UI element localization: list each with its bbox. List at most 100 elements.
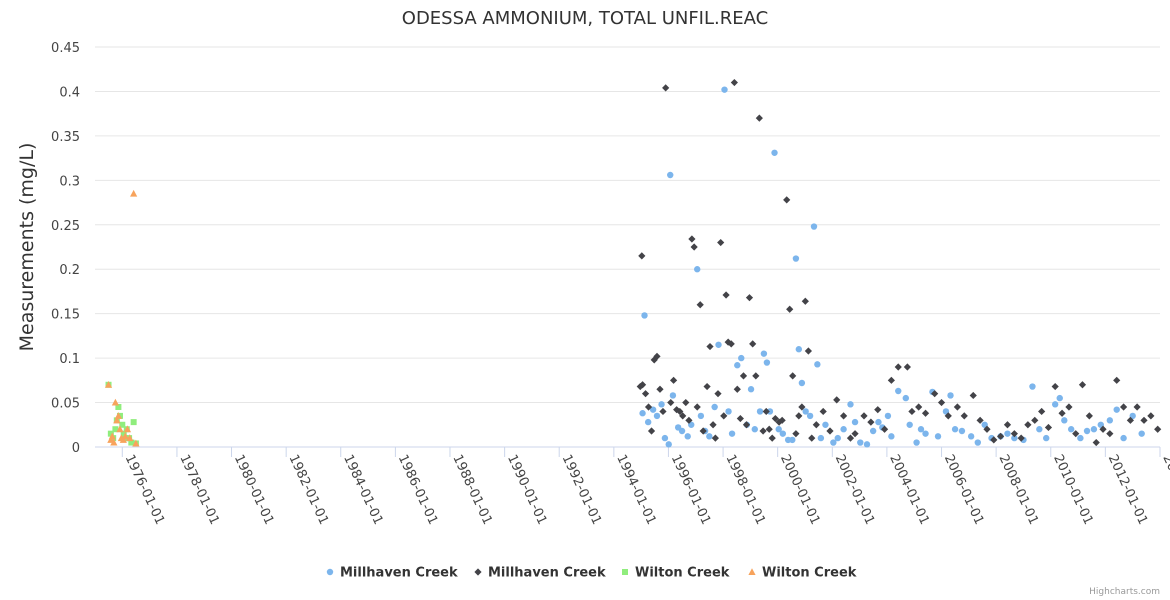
- data-point[interactable]: [990, 436, 998, 444]
- data-point[interactable]: [771, 149, 778, 156]
- data-point[interactable]: [722, 291, 730, 299]
- data-point[interactable]: [1154, 425, 1162, 433]
- data-point[interactable]: [1120, 434, 1127, 442]
- data-point[interactable]: [1044, 423, 1053, 432]
- data-point[interactable]: [110, 438, 118, 446]
- data-point[interactable]: [833, 396, 841, 404]
- legend-item[interactable]: Wilton Creek: [748, 566, 857, 581]
- data-point[interactable]: [1138, 430, 1145, 437]
- data-point[interactable]: [1036, 426, 1043, 433]
- data-point[interactable]: [937, 398, 946, 407]
- data-point[interactable]: [727, 340, 735, 348]
- data-point[interactable]: [768, 434, 776, 442]
- data-point[interactable]: [709, 421, 717, 429]
- legend-symbol[interactable]: [474, 568, 482, 576]
- data-point[interactable]: [763, 359, 771, 366]
- data-point[interactable]: [638, 381, 647, 389]
- data-point[interactable]: [656, 385, 664, 393]
- data-point[interactable]: [863, 441, 871, 448]
- data-point[interactable]: [801, 297, 809, 305]
- data-point[interactable]: [778, 416, 786, 424]
- data-point[interactable]: [944, 412, 952, 420]
- data-point[interactable]: [857, 439, 864, 446]
- data-point[interactable]: [846, 434, 855, 442]
- data-point[interactable]: [798, 403, 806, 411]
- data-point[interactable]: [128, 439, 135, 446]
- data-point[interactable]: [983, 425, 991, 433]
- data-point[interactable]: [840, 412, 848, 420]
- data-point[interactable]: [738, 354, 745, 362]
- data-point[interactable]: [792, 255, 800, 262]
- data-points[interactable]: [104, 78, 1162, 448]
- data-point[interactable]: [762, 407, 770, 416]
- data-point[interactable]: [1133, 403, 1141, 411]
- data-point[interactable]: [711, 434, 719, 442]
- data-point[interactable]: [783, 196, 791, 204]
- data-point[interactable]: [888, 433, 895, 440]
- data-point[interactable]: [130, 189, 138, 197]
- data-point[interactable]: [665, 441, 672, 448]
- data-point[interactable]: [1113, 376, 1121, 384]
- data-point[interactable]: [669, 376, 678, 384]
- data-point[interactable]: [947, 392, 954, 399]
- legend-symbol[interactable]: [326, 568, 334, 576]
- data-point[interactable]: [967, 433, 975, 440]
- data-point[interactable]: [792, 430, 800, 438]
- data-point[interactable]: [840, 426, 847, 433]
- data-point[interactable]: [679, 412, 687, 420]
- data-point[interactable]: [690, 243, 698, 251]
- data-point[interactable]: [694, 266, 701, 273]
- data-point[interactable]: [682, 398, 690, 407]
- data-point[interactable]: [755, 114, 763, 122]
- data-point[interactable]: [678, 427, 686, 435]
- data-point[interactable]: [1058, 409, 1066, 417]
- data-point[interactable]: [759, 427, 767, 435]
- data-point[interactable]: [126, 434, 134, 442]
- data-point[interactable]: [113, 416, 121, 424]
- data-point[interactable]: [1072, 430, 1080, 438]
- legend-item[interactable]: Millhaven Creek: [326, 566, 458, 581]
- data-point[interactable]: [644, 403, 653, 411]
- data-point[interactable]: [699, 427, 707, 435]
- data-point[interactable]: [894, 363, 902, 371]
- data-point[interactable]: [114, 412, 123, 419]
- data-point[interactable]: [960, 412, 968, 420]
- data-point[interactable]: [1056, 394, 1063, 402]
- data-point[interactable]: [1038, 407, 1046, 416]
- data-point[interactable]: [697, 412, 705, 420]
- data-point[interactable]: [917, 426, 925, 433]
- data-point[interactable]: [132, 439, 140, 447]
- data-point[interactable]: [706, 433, 713, 440]
- data-point[interactable]: [1092, 438, 1100, 447]
- data-point[interactable]: [895, 387, 902, 395]
- legend-symbol[interactable]: [622, 569, 628, 575]
- data-point[interactable]: [806, 412, 814, 420]
- data-point[interactable]: [786, 305, 794, 313]
- data-point[interactable]: [120, 430, 127, 437]
- data-point[interactable]: [1065, 403, 1073, 411]
- data-point[interactable]: [808, 434, 816, 442]
- data-point[interactable]: [1106, 417, 1114, 424]
- data-point[interactable]: [1106, 430, 1114, 438]
- data-point[interactable]: [921, 409, 930, 417]
- data-point[interactable]: [826, 427, 834, 435]
- data-point[interactable]: [107, 430, 114, 437]
- data-point[interactable]: [810, 223, 818, 230]
- data-point[interactable]: [739, 372, 748, 380]
- data-point[interactable]: [775, 426, 782, 433]
- credits-link[interactable]: Highcharts.com: [1089, 587, 1160, 597]
- data-point[interactable]: [676, 407, 684, 416]
- data-point[interactable]: [653, 352, 661, 360]
- data-point[interactable]: [661, 434, 669, 442]
- data-point[interactable]: [908, 407, 916, 416]
- data-point[interactable]: [771, 414, 779, 423]
- data-point[interactable]: [641, 390, 650, 398]
- data-point[interactable]: [1029, 383, 1036, 390]
- data-point[interactable]: [760, 350, 768, 357]
- data-point[interactable]: [669, 392, 677, 399]
- data-point[interactable]: [749, 340, 757, 348]
- data-point[interactable]: [1113, 406, 1120, 413]
- data-point[interactable]: [814, 361, 821, 368]
- legend-item[interactable]: Wilton Creek: [622, 566, 730, 581]
- data-point[interactable]: [733, 385, 741, 393]
